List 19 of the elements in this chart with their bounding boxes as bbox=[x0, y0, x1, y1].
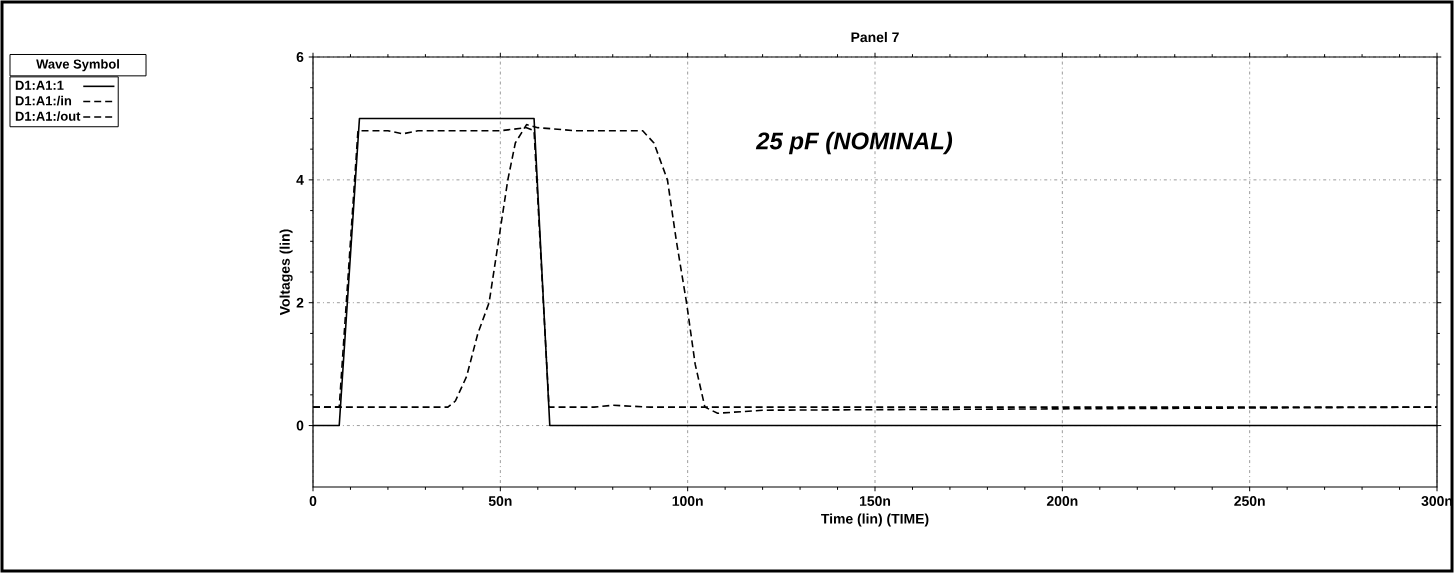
x-tick-label: 100n bbox=[672, 496, 703, 506]
x-tick-label: 150n bbox=[859, 496, 891, 506]
x-tick-label: 200n bbox=[1046, 496, 1078, 506]
x-tick-label: 250n bbox=[1234, 496, 1265, 506]
x-tick-label: 50n bbox=[488, 496, 512, 506]
x-tick-label: 300n bbox=[1421, 496, 1453, 506]
y-tick-label: 0 bbox=[296, 420, 304, 431]
legend-label: D1:A1:1 bbox=[15, 80, 64, 90]
legend-label: D1:A1:/in bbox=[15, 95, 72, 106]
y-tick-label: 4 bbox=[296, 175, 304, 185]
legend-title: Wave Symbol bbox=[36, 59, 119, 72]
y-axis-title: Voltages (lin) bbox=[279, 229, 293, 316]
x-tick-label: 0 bbox=[309, 496, 317, 506]
legend-label: D1:A1:/out bbox=[15, 111, 81, 121]
annotation: 25 pF (NOMINAL) bbox=[755, 131, 953, 155]
y-tick-label: 2 bbox=[296, 297, 304, 308]
chart-title: Panel 7 bbox=[851, 31, 899, 43]
x-axis-title: Time (lin) (TIME) bbox=[821, 513, 929, 527]
y-tick-label: 6 bbox=[296, 52, 304, 62]
